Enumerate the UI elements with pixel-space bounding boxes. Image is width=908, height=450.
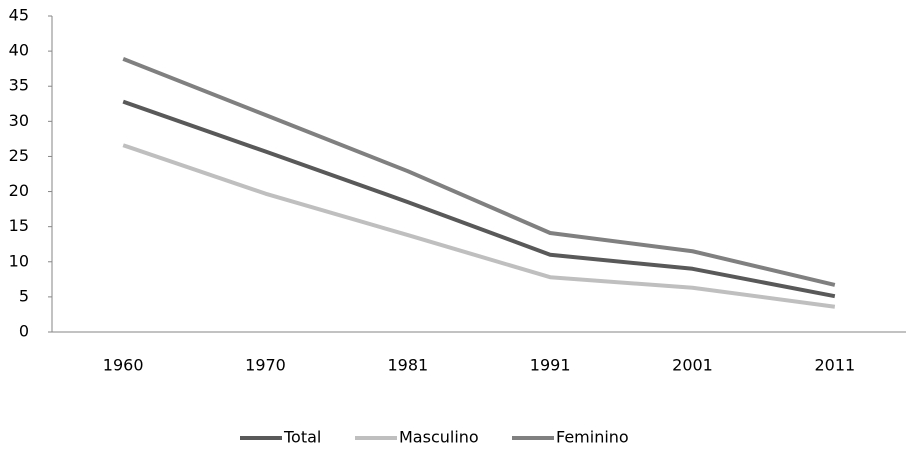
y-tick-label: 30 bbox=[9, 111, 29, 130]
y-tick-label: 45 bbox=[9, 6, 29, 25]
y-tick-label: 20 bbox=[9, 181, 29, 200]
x-tick-label: 1991 bbox=[530, 356, 571, 375]
x-tick-label: 1960 bbox=[103, 356, 144, 375]
x-tick-label: 2011 bbox=[814, 356, 855, 375]
y-tick-label: 25 bbox=[9, 146, 29, 165]
legend-label: Total bbox=[283, 428, 321, 447]
legend-label: Feminino bbox=[556, 428, 629, 447]
y-tick-label: 10 bbox=[9, 251, 29, 270]
x-tick-label: 1981 bbox=[387, 356, 428, 375]
y-tick-label: 5 bbox=[19, 286, 29, 305]
y-tick-label: 40 bbox=[9, 41, 29, 60]
x-tick-label: 2001 bbox=[672, 356, 713, 375]
x-tick-label: 1970 bbox=[245, 356, 286, 375]
series-line bbox=[122, 56, 836, 287]
series-line bbox=[122, 143, 836, 309]
y-tick-label: 35 bbox=[9, 76, 29, 95]
y-tick-label: 0 bbox=[19, 322, 29, 341]
series-line bbox=[122, 99, 836, 299]
y-tick-label: 15 bbox=[9, 216, 29, 235]
legend-label: Masculino bbox=[399, 428, 479, 447]
